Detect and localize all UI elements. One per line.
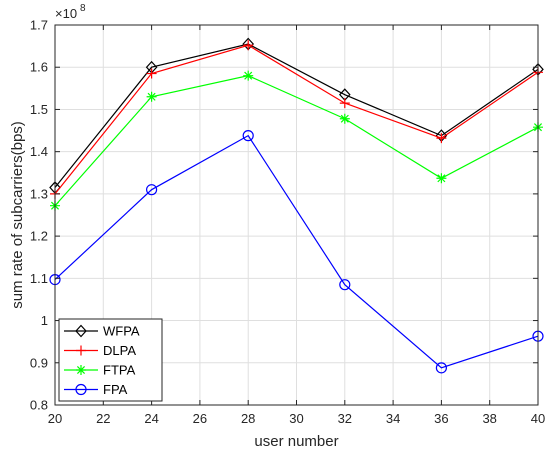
x-tick-label: 26 <box>193 411 207 426</box>
y-tick-label: 1.4 <box>30 144 48 159</box>
y-tick-label: 1.3 <box>30 186 48 201</box>
x-tick-label: 28 <box>241 411 255 426</box>
series-layer <box>49 37 544 374</box>
ticks: 20 22 24 26 28 30 32 34 36 38 40 0.8 0.9 1 1.1 1.2 1.3 1.… <box>30 18 545 427</box>
x-tick-label: 30 <box>289 411 303 426</box>
y-multiplier: ×10 <box>55 6 77 21</box>
series-fpa <box>49 130 544 374</box>
series-line-fpa <box>54 134 539 369</box>
series-line-wfpa <box>54 43 539 188</box>
legend-item: FTPA <box>64 363 136 378</box>
data-point-ftpa <box>339 113 350 124</box>
y-tick-label: 1.7 <box>30 18 48 33</box>
x-tick-label: 24 <box>144 411 158 426</box>
legend-marker <box>76 345 86 356</box>
y-exponent: ×10 8 <box>55 3 86 21</box>
legend-label: FPA <box>103 382 128 397</box>
x-tick-label: 22 <box>96 411 110 426</box>
y-tick-label: 0.9 <box>30 355 48 370</box>
legend-label: FTPA <box>103 363 136 378</box>
legend-item: FPA <box>64 382 128 397</box>
y-tick-label: 1.5 <box>30 102 48 117</box>
x-tick-label: 36 <box>434 411 448 426</box>
y-tick-label: 1.1 <box>30 271 48 286</box>
data-point-fpa <box>242 130 254 142</box>
x-tick-label: 38 <box>482 411 496 426</box>
legend-item: DLPA <box>64 343 136 358</box>
data-point-fpa <box>339 279 351 291</box>
legend-item: WFPA <box>64 324 140 339</box>
legend-label: WFPA <box>103 324 140 339</box>
x-tick-label: 20 <box>48 411 62 426</box>
legend-label: DLPA <box>103 343 136 358</box>
x-axis-label: user number <box>254 433 338 450</box>
legend-marker <box>75 383 87 396</box>
data-point-dlpa <box>243 40 254 51</box>
data-point-ftpa <box>146 91 157 102</box>
legend-marker <box>76 365 86 375</box>
x-tick-label: 34 <box>386 411 400 426</box>
x-tick-label: 40 <box>531 411 545 426</box>
data-point-fpa <box>435 362 447 374</box>
series-line-dlpa <box>54 44 539 195</box>
series-line-ftpa <box>54 75 539 207</box>
y-tick-label: 1 <box>41 313 48 328</box>
data-point-fpa <box>146 184 158 196</box>
y-axis-label: sum rate of subcarriers(bps) <box>9 121 26 309</box>
data-point-ftpa <box>436 173 447 184</box>
data-point-dlpa <box>436 133 447 144</box>
data-point-dlpa <box>339 98 350 109</box>
y-tick-label: 1.2 <box>30 229 48 244</box>
legend-marker <box>75 324 87 338</box>
data-point-ftpa <box>243 70 254 81</box>
y-tick-label: 1.6 <box>30 60 48 75</box>
y-tick-label: 0.8 <box>30 398 48 413</box>
data-point-dlpa <box>146 68 157 79</box>
x-tick-label: 32 <box>338 411 352 426</box>
legend: WFPA DLPA FTPA FPA <box>58 318 163 402</box>
y-exponent-value: 8 <box>80 3 86 14</box>
